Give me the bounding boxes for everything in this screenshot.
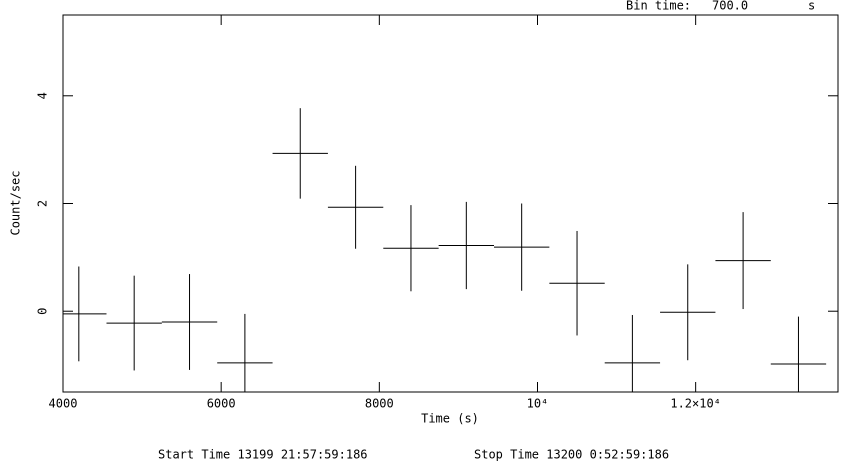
- bin-time-label: Bin time:: [626, 0, 691, 13]
- plot-frame: [62, 14, 839, 393]
- bin-time-value: 700.0: [712, 0, 748, 13]
- y-tick-label: 0: [36, 308, 50, 315]
- x-tick-label: 1.2×10⁴: [670, 397, 721, 411]
- x-tick-label: 6000: [207, 397, 236, 411]
- bin-time-unit: s: [808, 0, 815, 13]
- x-tick-label: 4000: [49, 397, 78, 411]
- x-axis-label: Time (s): [421, 412, 479, 426]
- y-axis-label: Count/sec: [9, 170, 23, 235]
- stop-time: Stop Time 13200 0:52:59:186: [474, 448, 669, 462]
- y-tick-label: 2: [36, 200, 50, 207]
- x-tick-label: 10⁴: [527, 397, 549, 411]
- plot-area: [63, 108, 827, 392]
- start-time: Start Time 13199 21:57:59:186: [158, 448, 368, 462]
- y-tick-label: 4: [36, 92, 50, 99]
- x-tick-label: 8000: [365, 397, 394, 411]
